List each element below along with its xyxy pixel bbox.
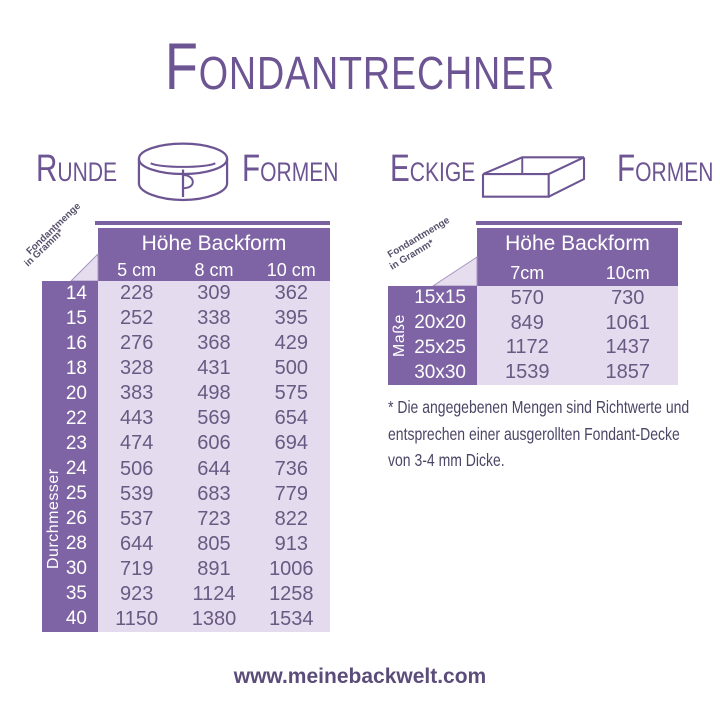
svg-text:Fondantmenge: Fondantmenge: [24, 200, 83, 257]
